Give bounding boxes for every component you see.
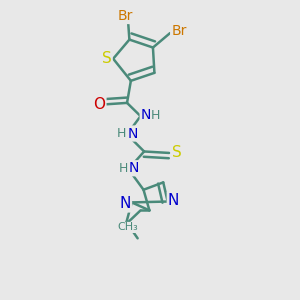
Text: N: N [141, 108, 151, 122]
Text: Br: Br [118, 9, 133, 23]
Text: N: N [127, 127, 137, 140]
Text: N: N [168, 193, 179, 208]
Text: H: H [151, 109, 160, 122]
Text: Br: Br [171, 24, 187, 38]
Text: H: H [118, 162, 128, 175]
Text: CH₃: CH₃ [117, 222, 138, 233]
Text: N: N [120, 196, 131, 211]
Text: H: H [117, 127, 126, 140]
Text: S: S [102, 51, 112, 66]
Text: N: N [129, 161, 139, 175]
Text: S: S [172, 146, 182, 160]
Text: O: O [93, 97, 105, 112]
